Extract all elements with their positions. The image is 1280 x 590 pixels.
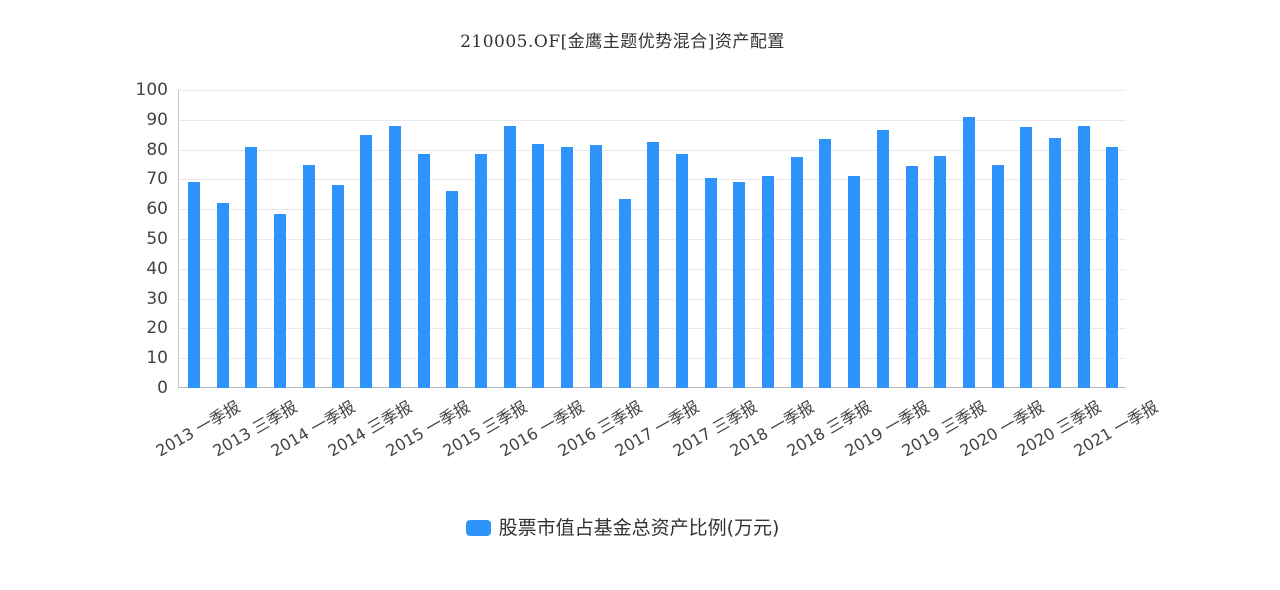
plot-area [178, 90, 1126, 388]
bar[interactable] [532, 143, 545, 388]
bar[interactable] [360, 134, 373, 388]
bar[interactable] [962, 116, 975, 388]
y-tick-label: 30 [146, 288, 168, 309]
y-tick-label: 100 [135, 80, 168, 100]
bar[interactable] [475, 154, 487, 388]
y-tick-label: 60 [146, 199, 168, 220]
bar[interactable] [1020, 127, 1033, 388]
bar[interactable] [790, 157, 803, 388]
bar[interactable] [188, 182, 200, 388]
y-tick-label: 0 [157, 378, 168, 398]
y-tick-label: 50 [146, 229, 168, 249]
bar[interactable] [733, 182, 746, 388]
bar[interactable] [331, 185, 344, 388]
bar[interactable] [934, 155, 947, 388]
bar[interactable] [245, 146, 258, 388]
gridline [178, 90, 1126, 91]
bar[interactable] [762, 176, 774, 388]
bar[interactable] [819, 139, 832, 388]
bar[interactable] [388, 125, 401, 388]
bar[interactable] [618, 198, 631, 388]
y-tick-label: 80 [146, 139, 168, 160]
bar[interactable] [589, 145, 602, 388]
legend-label: 股票市值占基金总资产比例(万元) [498, 517, 780, 539]
bar[interactable] [274, 213, 287, 388]
bar[interactable] [1106, 146, 1119, 388]
bar[interactable] [216, 203, 229, 388]
bar[interactable] [704, 177, 717, 388]
bar[interactable] [905, 166, 918, 388]
y-axis-line [178, 90, 179, 388]
bar[interactable] [876, 130, 889, 388]
y-tick-label: 90 [146, 109, 168, 130]
bar[interactable] [417, 154, 430, 388]
gridline [178, 119, 1126, 121]
y-tick-label: 10 [146, 348, 168, 369]
legend[interactable]: 股票市值占基金总资产比例(万元) [0, 513, 1245, 540]
bar[interactable] [1049, 137, 1061, 388]
bar[interactable] [675, 154, 688, 388]
bar[interactable] [848, 176, 861, 388]
bar[interactable] [302, 164, 315, 388]
bar[interactable] [561, 146, 574, 388]
bar[interactable] [1077, 125, 1090, 388]
bar[interactable] [991, 164, 1004, 388]
bar[interactable] [647, 142, 660, 388]
bar[interactable] [503, 125, 516, 388]
y-tick-label: 70 [146, 169, 168, 190]
y-tick-label: 20 [146, 318, 168, 339]
y-tick-label: 40 [146, 258, 168, 279]
bar[interactable] [446, 191, 459, 388]
legend-swatch-icon [465, 520, 491, 536]
chart-title: 210005.OF[金鹰主题优势混合]资产配置 [460, 32, 785, 52]
